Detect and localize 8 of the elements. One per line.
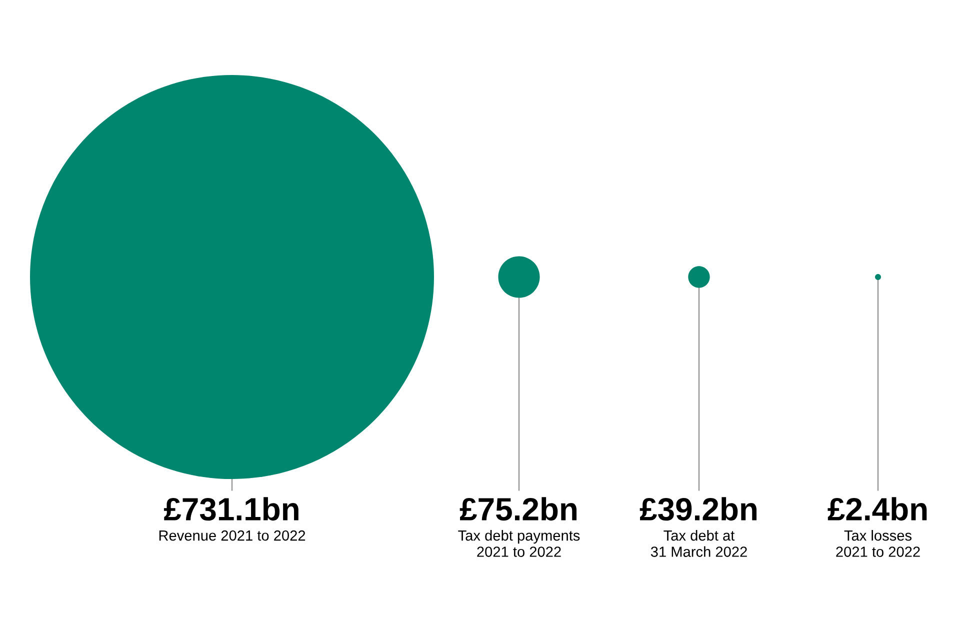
category-label: Tax losses 2021 to 2022 (836, 530, 920, 557)
data-label: £39.2bn (640, 497, 757, 521)
data-label: £731.1bn (164, 497, 298, 521)
data-label: £75.2bn (460, 497, 577, 521)
category-label: Tax debt payments 2021 to 2022 (458, 530, 580, 557)
data-label: £2.4bn (828, 497, 927, 521)
category-label: Revenue 2021 to 2022 (159, 530, 306, 541)
category-label: Tax debt at 31 March 2022 (650, 530, 747, 557)
